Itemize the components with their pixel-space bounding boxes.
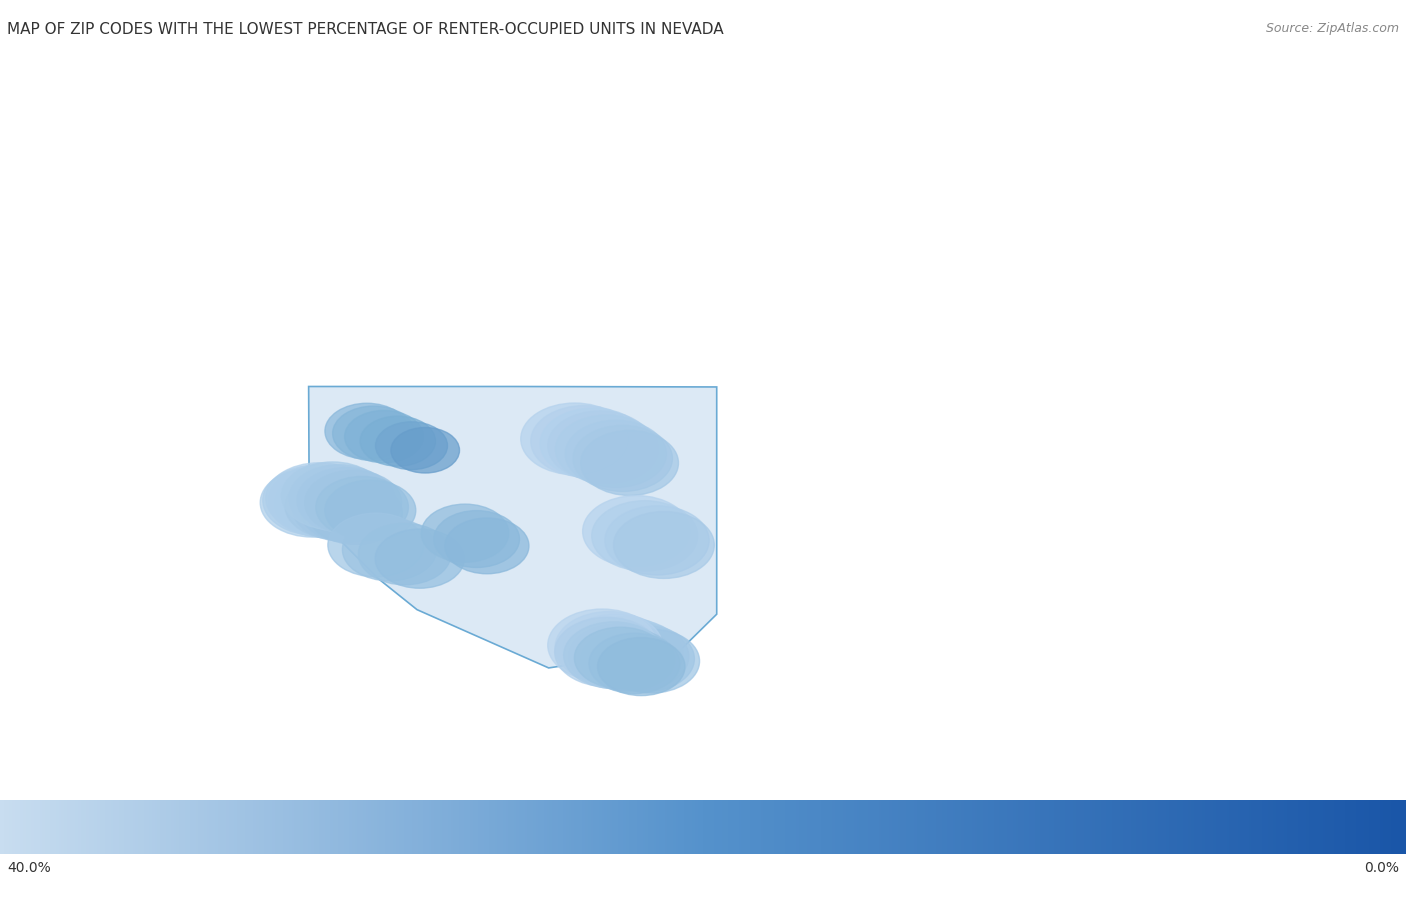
Circle shape xyxy=(568,624,666,689)
Circle shape xyxy=(280,469,381,537)
Circle shape xyxy=(605,506,709,575)
Circle shape xyxy=(582,495,690,567)
Circle shape xyxy=(290,465,389,531)
Circle shape xyxy=(316,476,408,538)
Circle shape xyxy=(575,628,666,689)
Circle shape xyxy=(581,628,675,691)
Circle shape xyxy=(325,404,409,459)
Circle shape xyxy=(375,529,464,588)
Circle shape xyxy=(333,406,415,460)
Circle shape xyxy=(603,629,700,693)
Text: 0.0%: 0.0% xyxy=(1364,861,1399,876)
Circle shape xyxy=(328,513,423,577)
Circle shape xyxy=(375,422,447,469)
Polygon shape xyxy=(309,387,717,668)
Circle shape xyxy=(308,482,402,545)
Circle shape xyxy=(598,637,685,696)
Circle shape xyxy=(444,518,529,574)
Circle shape xyxy=(301,478,396,542)
Circle shape xyxy=(297,467,395,533)
Circle shape xyxy=(562,614,669,685)
Circle shape xyxy=(520,403,628,475)
Text: Source: ZipAtlas.com: Source: ZipAtlas.com xyxy=(1265,22,1399,35)
Circle shape xyxy=(564,622,664,689)
Circle shape xyxy=(555,618,659,687)
Circle shape xyxy=(276,467,380,537)
Circle shape xyxy=(269,465,377,537)
Circle shape xyxy=(343,518,437,581)
Circle shape xyxy=(271,464,378,535)
Circle shape xyxy=(571,617,676,687)
Circle shape xyxy=(579,619,683,689)
Circle shape xyxy=(305,470,402,535)
Circle shape xyxy=(586,623,689,690)
Circle shape xyxy=(422,504,509,562)
Circle shape xyxy=(565,421,666,487)
Circle shape xyxy=(555,415,658,484)
Circle shape xyxy=(540,408,647,478)
Circle shape xyxy=(613,512,714,578)
Circle shape xyxy=(260,468,364,537)
Circle shape xyxy=(555,611,664,683)
Circle shape xyxy=(285,473,384,539)
Circle shape xyxy=(281,462,384,530)
Circle shape xyxy=(548,609,657,681)
Circle shape xyxy=(595,626,695,692)
Circle shape xyxy=(574,425,672,492)
Circle shape xyxy=(434,511,520,567)
Circle shape xyxy=(530,405,638,476)
Circle shape xyxy=(274,469,377,538)
Circle shape xyxy=(292,476,391,541)
Circle shape xyxy=(391,428,460,473)
Circle shape xyxy=(266,463,373,533)
Circle shape xyxy=(589,633,681,693)
Circle shape xyxy=(263,466,368,535)
Circle shape xyxy=(592,501,697,571)
Circle shape xyxy=(325,480,416,540)
Circle shape xyxy=(548,411,652,480)
Circle shape xyxy=(360,416,436,467)
Circle shape xyxy=(359,523,451,585)
Text: 40.0%: 40.0% xyxy=(7,861,51,876)
Text: MAP OF ZIP CODES WITH THE LOWEST PERCENTAGE OF RENTER-OCCUPIED UNITS IN NEVADA: MAP OF ZIP CODES WITH THE LOWEST PERCENT… xyxy=(7,22,724,38)
Circle shape xyxy=(581,431,679,495)
Circle shape xyxy=(344,411,423,463)
